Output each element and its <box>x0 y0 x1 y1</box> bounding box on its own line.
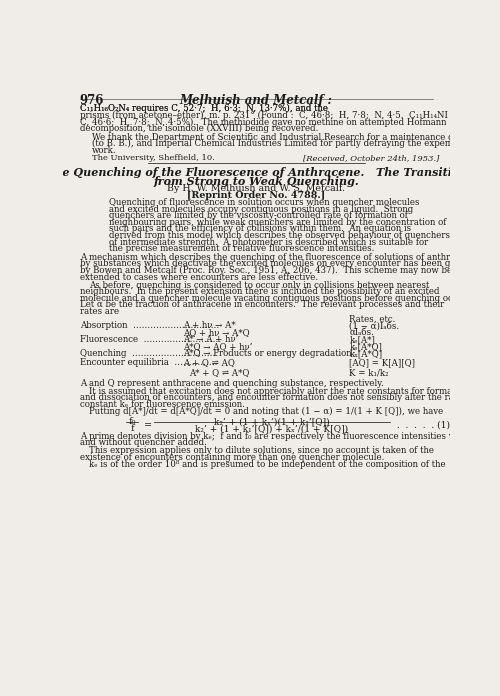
Text: kₓ[A*Q]: kₓ[A*Q] <box>349 349 382 358</box>
Text: k₂’ + (1 + kₓ’)(1 + k₁’[Q]): k₂’ + (1 + kₓ’)(1 + k₁’[Q]) <box>214 417 330 426</box>
Text: of intermediate strength.  A photometer is described which is suitable for: of intermediate strength. A photometer i… <box>109 237 428 246</box>
Text: .  .  .  .  . (1): . . . . . (1) <box>394 421 450 429</box>
Text: As before, quenching is considered to occur only in collisions between nearest: As before, quenching is considered to oc… <box>89 280 429 290</box>
Text: A + hν → A*: A + hν → A* <box>182 322 236 331</box>
Text: existence of encounters containing more than one quencher molecule.: existence of encounters containing more … <box>80 452 384 461</box>
Text: (to B. B.), and Imperial Chemical Industries Limited for partly defraying the ex: (to B. B.), and Imperial Chemical Indust… <box>92 139 494 148</box>
Text: extended to cases where encounters are less effective.: extended to cases where encounters are l… <box>80 273 318 282</box>
Text: Let α be the fraction of anthracene in encounters.  The relevant processes and t: Let α be the fraction of anthracene in e… <box>80 300 444 309</box>
Text: We thank the Department of Scientific and Industrial Research for a maintenance : We thank the Department of Scientific an… <box>92 133 471 142</box>
Text: Absorption  …………………………: Absorption ………………………… <box>80 322 219 331</box>
Text: molecule and a quencher molecule vacating contiguous positions before quenching : molecule and a quencher molecule vacatin… <box>80 294 474 303</box>
Text: quenchers are limited by the viscosity-controlled rate of formation of: quenchers are limited by the viscosity-c… <box>109 212 408 221</box>
Text: prisms (from acetone–ether), m. p. 231° (Found :  C, 46·8;  H, 7·8;  N, 4·5.  C₁: prisms (from acetone–ether), m. p. 231° … <box>80 111 486 120</box>
Text: neighbouring pairs, while weak quenchers are limited by the concentration of: neighbouring pairs, while weak quenchers… <box>109 218 446 227</box>
Text: C₁₁H₁₆O₂N₄ requires C, 52·7;  H, 6·3;  N, 13·7%), and the: C₁₁H₁₆O₂N₄ requires C, 52·7; H, 6·3; N, … <box>80 104 330 113</box>
Text: kₑ[A*Q]: kₑ[A*Q] <box>349 342 382 351</box>
Text: αIₐбѕ.: αIₐбѕ. <box>349 328 374 337</box>
Text: 976: 976 <box>80 93 104 106</box>
Text: A* → A + hν’: A* → A + hν’ <box>182 335 238 345</box>
Text: and excited molecules occupy contiguous positions in a liquid.  Strong: and excited molecules occupy contiguous … <box>109 205 413 214</box>
Text: decomposition, the isoindole (XXVIII) being recovered.: decomposition, the isoindole (XXVIII) be… <box>80 124 318 133</box>
Text: by substances which deactivate the excited molecules on every encounter has been: by substances which deactivate the excit… <box>80 260 468 269</box>
Text: By H. W. Melhuish and W. S. Metcalf.: By H. W. Melhuish and W. S. Metcalf. <box>167 184 345 193</box>
Text: Quenching of fluorescence in solution occurs when quencher molecules: Quenching of fluorescence in solution oc… <box>109 198 420 207</box>
Text: A and Q represent anthracene and quenching substance, respectively.: A and Q represent anthracene and quenchi… <box>80 379 384 388</box>
Text: This expression applies only to dilute solutions, since no account is taken of t: This expression applies only to dilute s… <box>89 446 434 455</box>
Text: A + Q ⇌ AQ: A + Q ⇌ AQ <box>182 358 234 367</box>
Text: Melhuish and Metcalf :: Melhuish and Metcalf : <box>180 93 332 106</box>
Text: f: f <box>130 424 134 433</box>
Text: A prime denotes division by kₑ;  f and f₀ are respectively the fluorescence inte: A prime denotes division by kₑ; f and f₀… <box>80 432 467 441</box>
Text: such pairs and the efficiency of collisions within them.  An equation is: such pairs and the efficiency of collisi… <box>109 224 411 233</box>
Text: The University, Sheffield, 10.: The University, Sheffield, 10. <box>92 154 214 162</box>
Text: A*Q → Products or energy degradation: A*Q → Products or energy degradation <box>182 349 351 358</box>
Text: k₂’ + (1 + k₁’[Q]) + kₓ’/(1 + K[Q]): k₂’ + (1 + k₁’[Q]) + kₓ’/(1 + K[Q]) <box>195 424 348 433</box>
Text: C, 46·6;  H, 7·8;  N, 4·5%).  The methiodide gave no methine on attempted Hofman: C, 46·6; H, 7·8; N, 4·5%). The methiodid… <box>80 118 446 127</box>
Text: Fluorescence  ………………………: Fluorescence ……………………… <box>80 335 221 345</box>
Text: =: = <box>144 421 152 429</box>
Text: neighbours.  In the present extension there is included the possibility of an ex: neighbours. In the present extension the… <box>80 287 439 296</box>
Text: constant kₑ for fluorescence emission.: constant kₑ for fluorescence emission. <box>80 400 244 409</box>
Text: work.: work. <box>92 146 116 155</box>
Text: AQ + hν → A*Q: AQ + hν → A*Q <box>182 328 249 337</box>
Text: A*Q → AQ + hν’: A*Q → AQ + hν’ <box>182 342 252 351</box>
Text: from Strong to Weak Quenching.: from Strong to Weak Quenching. <box>154 176 359 187</box>
Text: kₑ[A*]: kₑ[A*] <box>349 335 375 345</box>
Text: [AQ] = K[A][Q]: [AQ] = K[A][Q] <box>349 358 415 367</box>
Text: the precise measurement of relative fluorescence intensities.: the precise measurement of relative fluo… <box>109 244 374 253</box>
Text: C₁₁H₁₆O₂N₄ requires C, 52·7;  H, 6·3;  N, 13·7%), and the: C₁₁H₁₆O₂N₄ requires C, 52·7; H, 6·3; N, … <box>80 104 330 113</box>
Text: [Reprint Order No. 4788.]: [Reprint Order No. 4788.] <box>187 191 326 200</box>
Text: (1 − α)Iₐбѕ.: (1 − α)Iₐбѕ. <box>349 322 400 331</box>
Text: kₑ is of the order 10⁸ and is presumed to be independent of the composition of t: kₑ is of the order 10⁸ and is presumed t… <box>89 460 446 469</box>
Text: Quenching  …………………………: Quenching ………………………… <box>80 349 218 358</box>
Text: A* + Q ⇌ A*Q: A* + Q ⇌ A*Q <box>189 368 249 377</box>
Text: derived from this model which describes the observed behaviour of quenchers: derived from this model which describes … <box>109 231 450 240</box>
Text: Encounter equilibria  ……………: Encounter equilibria …………… <box>80 358 217 367</box>
Text: rates are: rates are <box>80 307 118 316</box>
Text: K = k₁/k₂: K = k₁/k₂ <box>349 368 389 377</box>
Text: and dissociation of encounters, and encounter formation does not sensibly alter : and dissociation of encounters, and enco… <box>80 393 462 402</box>
Text: The Quenching of the Fluorescence of Anthracene.   The Transition: The Quenching of the Fluorescence of Ant… <box>46 168 467 178</box>
Text: Putting d[A*]/dt = d[A*Q]/dt = 0 and noting that (1 − α) = 1/(1 + K [Q]), we hav: Putting d[A*]/dt = d[A*Q]/dt = 0 and not… <box>89 407 443 416</box>
Text: Rates, etc.: Rates, etc. <box>349 315 396 324</box>
Text: It is assumed that excitation does not appreciably alter the rate constants for : It is assumed that excitation does not a… <box>89 387 469 396</box>
Text: by Bowen and Metcalf (Proc. Roy. Soc., 1951, A, 206, 437).  This scheme may now : by Bowen and Metcalf (Proc. Roy. Soc., 1… <box>80 266 452 275</box>
Text: f₀: f₀ <box>128 417 136 426</box>
Text: [Received, October 24th, 1953.]: [Received, October 24th, 1953.] <box>303 154 439 162</box>
Text: A mechanism which describes the quenching of the fluorescence of solutions of an: A mechanism which describes the quenchin… <box>80 253 475 262</box>
Text: and without quencher added.: and without quencher added. <box>80 438 206 447</box>
